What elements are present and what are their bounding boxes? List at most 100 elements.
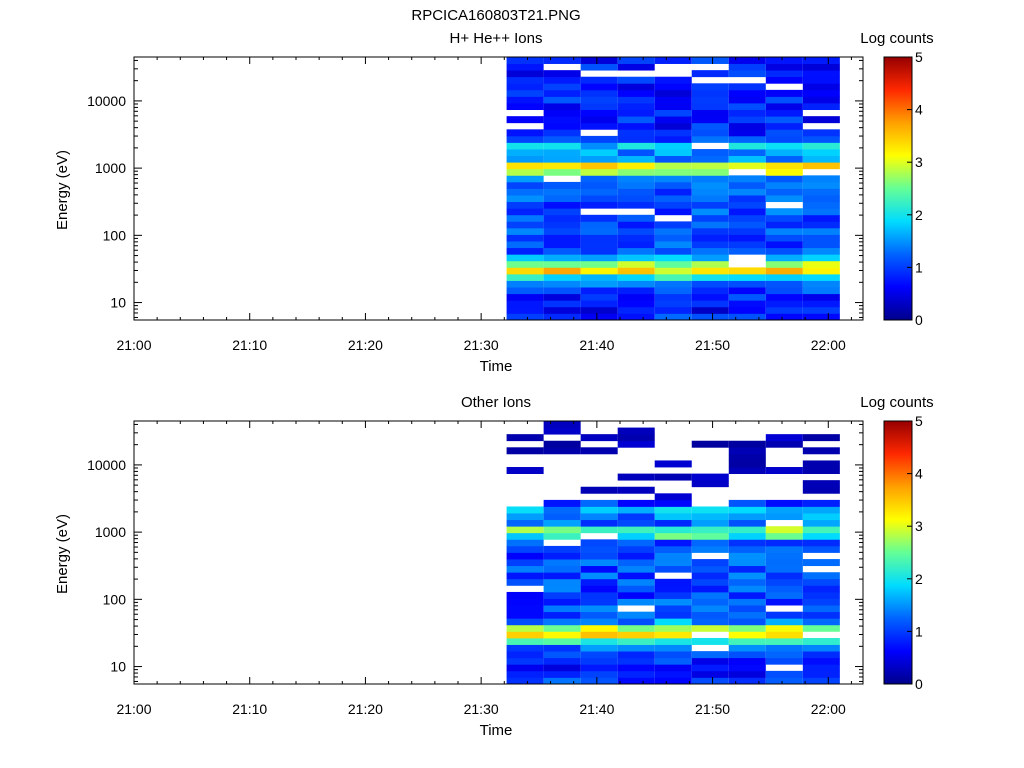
heatmap-cell <box>654 618 692 626</box>
heatmap-cell <box>654 116 692 124</box>
heatmap-cell <box>691 241 729 249</box>
heatmap-cell <box>765 273 803 281</box>
x-tick-label: 22:00 <box>811 337 846 353</box>
heatmap-cell <box>506 651 544 659</box>
heatmap-cell <box>617 526 655 534</box>
heatmap-cell <box>765 539 803 547</box>
heatmap-cell <box>654 493 692 501</box>
x-axis: 21:00 21:10 21:20 21:30 21:40 21:50 22:00 <box>116 57 852 353</box>
heatmap-cell <box>765 287 803 295</box>
heatmap-cell <box>728 519 766 527</box>
heatmap-cell <box>543 188 581 196</box>
heatmap-cell <box>617 631 655 639</box>
heatmap-cell <box>728 280 766 288</box>
heatmap-cell <box>765 241 803 249</box>
heatmap-cell <box>802 89 840 97</box>
y-axis: 10 100 1000 10000 <box>87 423 863 682</box>
panel-title: H+ He++ Ions <box>450 30 543 47</box>
heatmap-cell <box>802 313 840 321</box>
heatmap-cell <box>802 677 840 685</box>
heatmap-cell <box>543 234 581 242</box>
heatmap-cell <box>691 578 729 586</box>
heatmap-cell <box>765 221 803 229</box>
heatmap-cell <box>691 313 729 321</box>
heatmap-cell <box>543 559 581 567</box>
heatmap-cell <box>506 70 544 78</box>
panel-h-he-ions: H+ He++ Ions 21:00 21:10 21:20 21:30 21:40 21… <box>54 30 934 375</box>
heatmap-cell <box>580 313 618 321</box>
heatmap-cell <box>691 260 729 268</box>
heatmap-cell <box>654 221 692 229</box>
heatmap-cell <box>506 644 544 652</box>
heatmap-cell <box>728 63 766 71</box>
heatmap-cell <box>728 539 766 547</box>
heatmap-cell <box>506 149 544 157</box>
heatmap-cell <box>617 103 655 111</box>
heatmap-cell <box>691 168 729 176</box>
heatmap-cell <box>543 135 581 143</box>
x-tick-label: 21:40 <box>579 337 614 353</box>
colorbar: Log counts 0 1 2 3 4 5 <box>860 30 933 328</box>
heatmap-cell <box>654 532 692 540</box>
y-tick-label: 1000 <box>95 524 126 540</box>
heatmap-cell <box>691 122 729 130</box>
heatmap-cell <box>765 313 803 321</box>
heatmap-cell <box>802 116 840 124</box>
heatmap-cell <box>543 280 581 288</box>
heatmap-cell <box>765 293 803 301</box>
heatmap-cell <box>617 227 655 235</box>
heatmap-cell <box>506 175 544 183</box>
heatmap-cell <box>617 89 655 97</box>
heatmap-cell <box>802 188 840 196</box>
heatmap-cell <box>506 280 544 288</box>
heatmap-cell <box>580 116 618 124</box>
heatmap-cell <box>580 486 618 494</box>
heatmap-cell <box>728 181 766 189</box>
heatmap-cell <box>506 447 544 455</box>
heatmap-cell <box>580 149 618 157</box>
heatmap-cell <box>654 300 692 308</box>
heatmap-cell <box>543 83 581 91</box>
heatmap-cell <box>654 280 692 288</box>
y-tick-label: 10000 <box>87 93 126 109</box>
heatmap-cell <box>580 260 618 268</box>
colorbar-label: Log counts <box>860 394 933 411</box>
heatmap-cell <box>580 273 618 281</box>
heatmap-cell <box>543 129 581 137</box>
heatmap-cell <box>802 447 840 455</box>
heatmap-cell <box>691 103 729 111</box>
heatmap-cell <box>617 135 655 143</box>
heatmap-cell <box>617 195 655 203</box>
heatmap-cell <box>654 657 692 665</box>
heatmap-cell <box>765 532 803 540</box>
heatmap-cell <box>691 306 729 314</box>
heatmap-cell <box>543 526 581 534</box>
colorbar-gradient <box>883 56 913 321</box>
heatmap-cell <box>654 208 692 216</box>
y-axis: 10 100 1000 10000 <box>87 59 863 318</box>
heatmap-cell <box>580 572 618 580</box>
heatmap-cell <box>765 631 803 639</box>
heatmap-cell <box>617 109 655 117</box>
heatmap-cell <box>728 201 766 209</box>
heatmap-cell <box>765 559 803 567</box>
heatmap-cell <box>802 637 840 645</box>
heatmap-cell <box>728 447 766 455</box>
heatmap-cell <box>543 181 581 189</box>
heatmap-cell <box>802 657 840 665</box>
heatmap-cell <box>580 611 618 619</box>
heatmap-cell <box>580 578 618 586</box>
heatmap-cell <box>580 306 618 314</box>
heatmap-cell <box>765 585 803 593</box>
heatmap-cell <box>691 83 729 91</box>
heatmap-cell <box>617 506 655 514</box>
x-tick-label: 21:10 <box>232 701 267 717</box>
heatmap-cell <box>654 293 692 301</box>
heatmap-cell <box>654 188 692 196</box>
heatmap-cell <box>580 57 618 64</box>
heatmap-cell <box>506 103 544 111</box>
heatmap-cell <box>654 306 692 314</box>
heatmap-cell <box>506 129 544 137</box>
heatmap-cell <box>691 280 729 288</box>
heatmap-cell <box>765 467 803 474</box>
